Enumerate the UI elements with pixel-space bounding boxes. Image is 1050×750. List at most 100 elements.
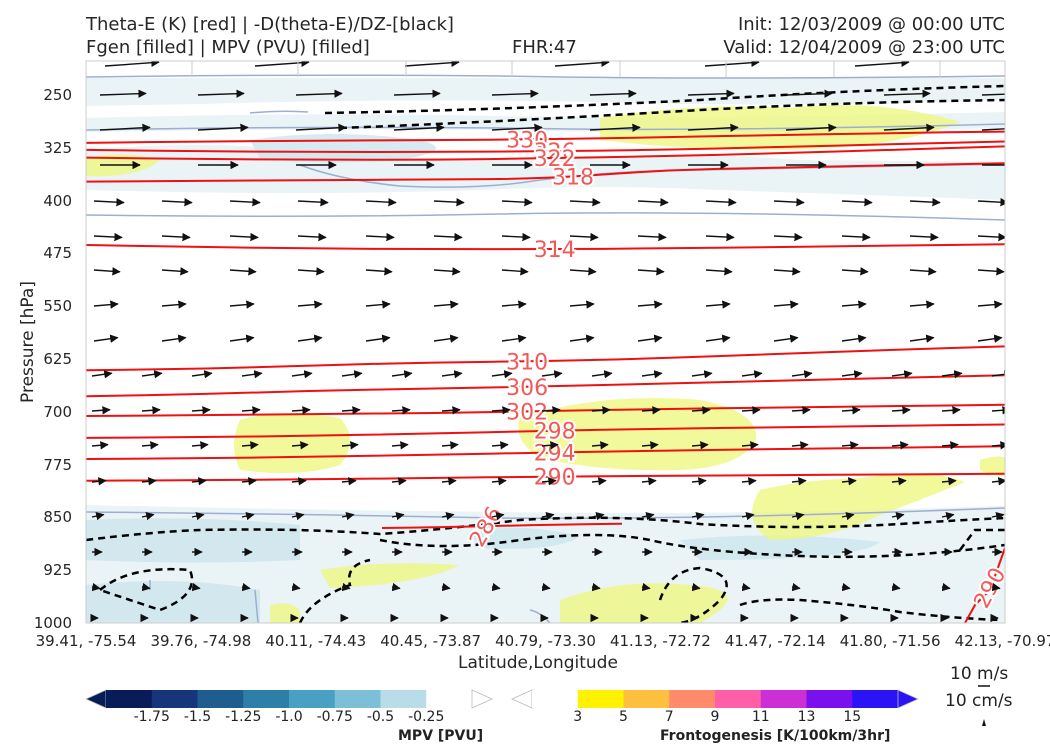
wind-vector	[977, 267, 1005, 276]
wind-vector	[141, 406, 161, 415]
wind-vector	[433, 197, 465, 207]
wind-vector	[365, 334, 391, 343]
x-tick-label: 42.13, -70.97	[954, 632, 1050, 650]
wind-vector	[433, 334, 459, 343]
wind-vector	[104, 61, 160, 67]
wind-vector	[687, 123, 739, 132]
wind-vector	[741, 406, 761, 415]
colorbar-segment	[532, 690, 579, 708]
wind-vector	[569, 267, 597, 276]
wind-vector	[891, 477, 907, 486]
wind-vector	[191, 441, 209, 450]
wind-vector	[891, 511, 905, 521]
init-time: Init: 12/03/2009 @ 00:00 UTC	[737, 14, 1005, 35]
colorbar-segment	[715, 690, 762, 708]
fgen-colorbar-label: Frontogenesis [K/100km/3hr]	[660, 728, 891, 744]
wind-vector	[491, 89, 539, 98]
y-tick-label: 550	[43, 297, 72, 316]
wind-vector	[241, 477, 257, 486]
wind-vector	[637, 334, 663, 343]
wind-vector	[854, 61, 910, 67]
colorbar-segment	[806, 690, 853, 708]
theta-e-contour-line	[86, 445, 1005, 460]
wind-vector	[591, 511, 605, 521]
wind-vector	[909, 334, 935, 343]
wind-vector	[705, 300, 731, 309]
wind-vector	[691, 511, 705, 521]
colorbar-tick-label: 9	[710, 709, 720, 725]
wind-vector	[191, 406, 211, 415]
wind-vector	[891, 370, 913, 379]
wind-vector	[591, 477, 607, 486]
wind-vector	[741, 582, 751, 592]
fgen-fill-layer	[86, 105, 1005, 623]
wind-vector	[785, 123, 837, 132]
wind-vector	[705, 267, 733, 276]
colorbar-segment	[243, 690, 290, 708]
y-tick-label: 475	[43, 244, 72, 263]
wind-vector	[229, 300, 255, 309]
title-left-line1: Theta-E (K) [red] | -D(theta-E)/DZ-[blac…	[86, 14, 454, 35]
colorbar-segment	[426, 690, 473, 708]
colorbar-extend-arrow	[897, 689, 919, 709]
colorbar-segment	[852, 690, 899, 708]
wind-vector	[141, 370, 163, 379]
wind-vector	[977, 197, 1005, 207]
y-axis-label: Pressure [hPa]	[18, 281, 38, 403]
wind-vector	[241, 511, 255, 521]
wind-vector	[491, 370, 513, 379]
wind-vector	[791, 441, 809, 450]
wind-vector	[909, 232, 939, 242]
wind-vector	[441, 511, 455, 521]
wind-vector	[141, 441, 159, 450]
wind-vector	[441, 477, 457, 486]
colorbar-extend-arrow	[511, 689, 533, 709]
wind-vector	[393, 89, 441, 98]
wind-vector	[841, 511, 855, 521]
colorbar-tick-label: -1.5	[183, 709, 212, 725]
theta-e-contour-label: 322	[534, 147, 576, 172]
wind-vector	[441, 370, 463, 379]
wind-vector	[297, 232, 327, 242]
y-tick-label: 775	[43, 455, 72, 474]
wind-vector	[161, 232, 191, 242]
wind-vector	[91, 477, 107, 486]
wind-vector	[591, 406, 611, 415]
wind-vector	[981, 128, 1005, 131]
y-tick-label: 625	[43, 350, 72, 368]
wind-vector	[637, 300, 663, 309]
wind-vector	[141, 582, 151, 592]
wind-vector	[291, 477, 307, 486]
wind-vector	[841, 267, 869, 276]
forecast-hour: FHR:47	[512, 37, 577, 58]
wind-vector	[704, 61, 760, 67]
wind-vector	[773, 300, 799, 309]
wind-vector	[91, 370, 113, 379]
wind-vector	[741, 370, 763, 379]
wind-vector	[93, 334, 119, 343]
wind-vector	[991, 370, 1005, 379]
wind-vector	[841, 477, 857, 486]
wind-vector	[541, 511, 555, 521]
wind-vector	[501, 334, 527, 343]
theta-e-contour-line	[86, 162, 1005, 183]
wind-vector	[93, 267, 121, 276]
wind-vector	[841, 582, 851, 592]
wind-vector	[941, 441, 959, 450]
y-tick-label: 1000	[33, 614, 72, 632]
wind-vector	[501, 197, 533, 207]
wind-vector	[841, 406, 861, 415]
wind-vector	[637, 232, 667, 242]
wind-vector	[641, 370, 663, 379]
y-tick-label: 850	[43, 508, 72, 527]
wind-vector	[909, 197, 941, 207]
mpv-colorbar	[85, 689, 493, 709]
x-tick-label: 40.45, -73.87	[380, 632, 482, 650]
colorbar-segment	[760, 690, 807, 708]
wind-vector	[161, 300, 187, 309]
reference-vertical-label: 10 cm/s	[945, 691, 1013, 711]
wind-vector	[161, 267, 189, 276]
wind-vector	[93, 232, 123, 242]
wind-vector	[391, 441, 409, 450]
